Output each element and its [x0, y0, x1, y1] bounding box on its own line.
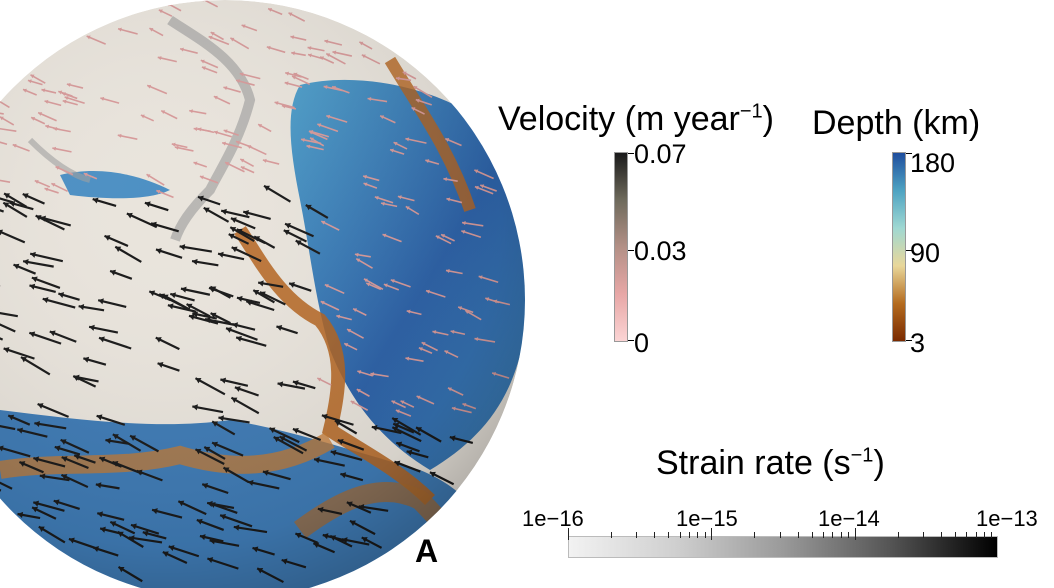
velocity-tick-min: 0 [634, 328, 650, 358]
globe-visualization [0, 0, 525, 588]
velocity-tick-mark-bottom [628, 340, 634, 341]
strain-major-tick [711, 528, 713, 540]
depth-colorbar [892, 152, 906, 342]
strain-minor-tick [923, 532, 925, 538]
strain-tick-1e-15: 1e−15 [676, 506, 738, 531]
strain-tick-1e-16: 1e−16 [522, 506, 584, 531]
depth-colorbar-title: Depth (km) [812, 104, 981, 142]
strain-minor-tick [811, 532, 813, 538]
strain-minor-tick [611, 532, 613, 538]
strain-minor-tick [697, 532, 699, 538]
strain-minor-tick [840, 532, 842, 538]
depth-tick-mid: 90 [910, 238, 941, 268]
velocity-colorbar-title: Velocity (m year−1) [498, 100, 774, 139]
strain-minor-tick [797, 532, 799, 538]
depth-tick-mark-mid [906, 250, 912, 251]
velocity-title-text: Velocity (m year [498, 100, 740, 138]
strain-minor-tick [654, 532, 656, 538]
strain-title-close: ) [873, 444, 885, 482]
panel-label: A [415, 533, 439, 569]
strain-minor-tick [704, 532, 706, 538]
velocity-colorbar [614, 152, 628, 342]
velocity-tick-max: 0.07 [634, 139, 687, 169]
strain-minor-tick [779, 532, 781, 538]
strain-title-sup: −1 [850, 444, 874, 467]
strain-minor-tick [966, 532, 968, 538]
depth-tick-mark-bottom [906, 340, 912, 341]
strain-rate-colorbar [568, 536, 998, 558]
strain-minor-tick [679, 532, 681, 538]
strain-major-tick [568, 528, 569, 540]
strain-minor-tick [984, 532, 986, 538]
strain-rate-title: Strain rate (s−1) [656, 444, 885, 483]
strain-minor-tick [848, 532, 850, 538]
strain-title-text: Strain rate (s [656, 444, 851, 482]
velocity-title-close: ) [762, 100, 774, 138]
depth-tick-min: 3 [910, 328, 926, 358]
strain-minor-tick [832, 532, 834, 538]
strain-minor-tick [636, 532, 638, 538]
velocity-tick-mark-mid [628, 250, 634, 251]
strain-major-tick [854, 528, 856, 540]
strain-minor-tick [822, 532, 824, 538]
strain-minor-tick [940, 532, 942, 538]
strain-minor-tick [689, 532, 691, 538]
velocity-tick-mid: 0.03 [634, 236, 687, 266]
strain-minor-tick [897, 532, 899, 538]
strain-minor-tick [954, 532, 956, 538]
strain-tick-1e-13: 1e−13 [976, 506, 1038, 531]
strain-minor-tick [754, 532, 756, 538]
strain-tick-1e-14: 1e−14 [818, 506, 880, 531]
velocity-title-sup: −1 [739, 100, 763, 123]
velocity-tick-mark-top [628, 153, 634, 154]
depth-tick-max: 180 [910, 148, 956, 178]
strain-minor-tick [975, 532, 977, 538]
strain-minor-tick [668, 532, 670, 538]
strain-minor-tick [991, 532, 993, 538]
depth-tick-mark-top [906, 153, 912, 154]
